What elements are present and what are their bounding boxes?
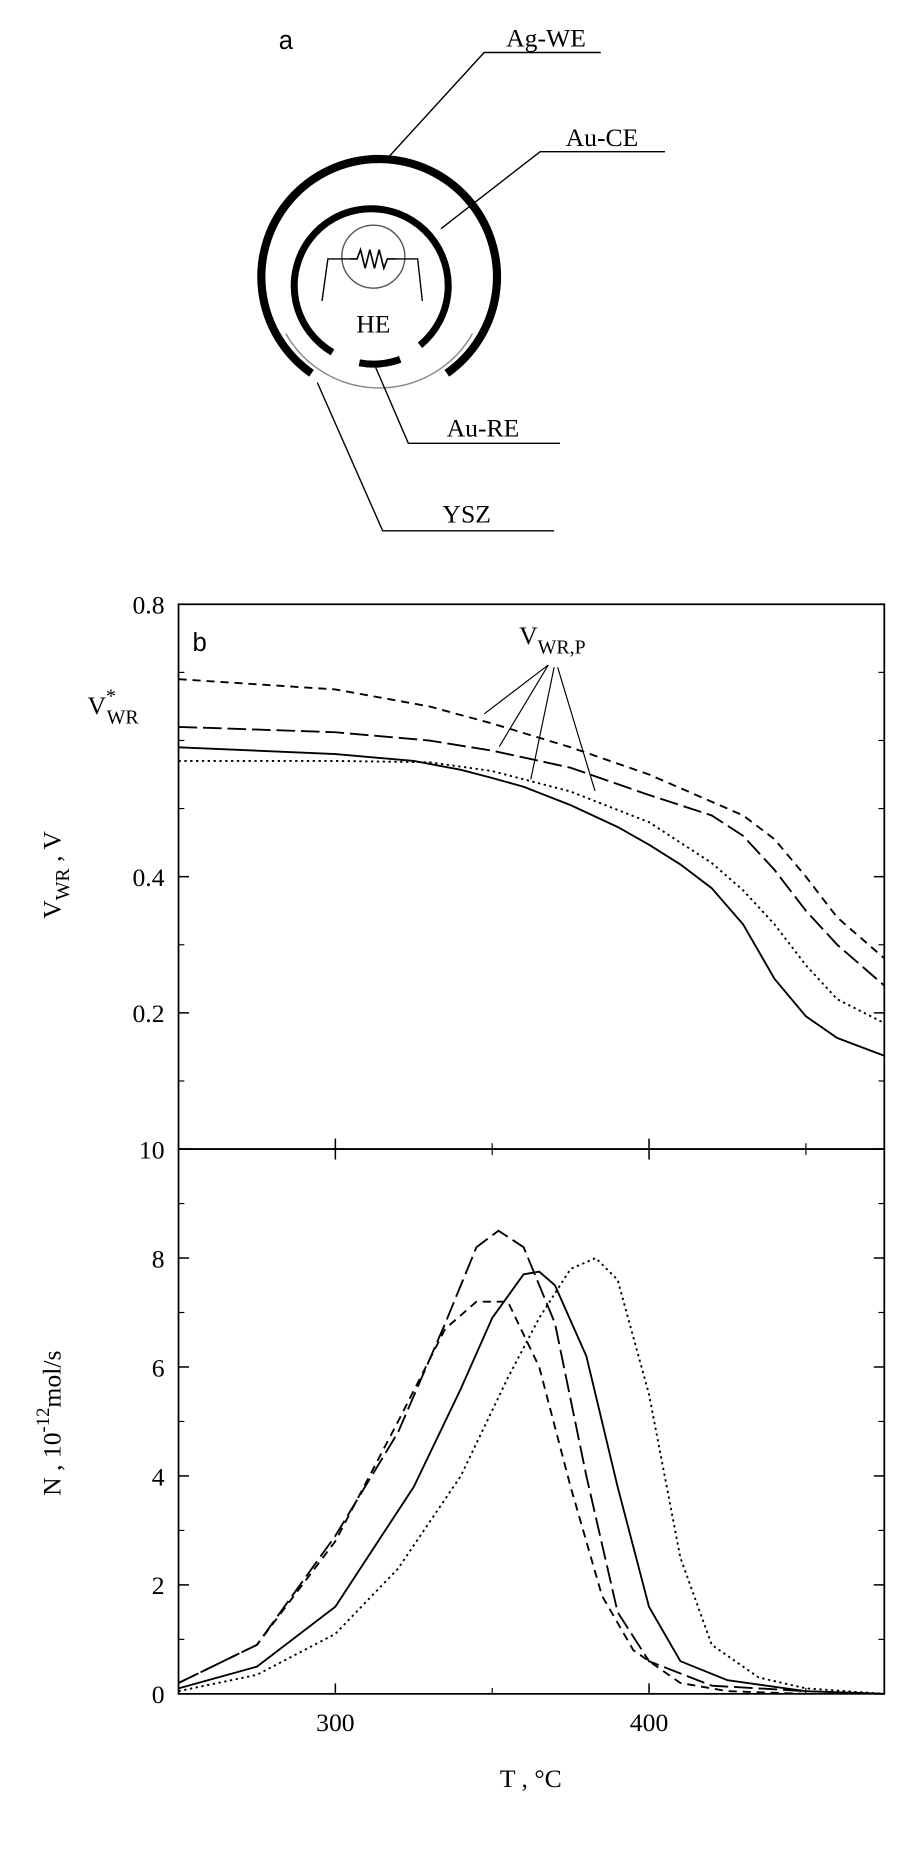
y-label-tail: mol/s <box>38 1351 67 1408</box>
y-label-tail: , V <box>38 831 67 869</box>
au-re-electrode <box>358 355 402 368</box>
heater-resistor <box>350 246 397 272</box>
annotation: V* WR <box>88 685 140 728</box>
ysz-electrolyte <box>285 333 474 389</box>
diagram-label: HE <box>356 309 390 338</box>
data-line <box>178 678 885 960</box>
panel-label: a <box>279 27 294 55</box>
y-tick-label: 0.2 <box>132 999 164 1028</box>
annotation-sub: WR,P <box>538 636 586 658</box>
leader-line <box>375 367 560 444</box>
y-axis-label: VWR , V <box>38 831 74 919</box>
data-line <box>178 1300 806 1695</box>
plot-frame <box>177 1148 886 1695</box>
y-label-main: N , 10 <box>38 1432 67 1495</box>
diagram-label: YSZ <box>442 500 490 529</box>
ag-we-electrode <box>257 154 501 377</box>
annotation-sup: * <box>106 685 116 707</box>
leader-line <box>316 382 555 532</box>
x-axis-label: T , °C <box>500 1764 562 1793</box>
data-line <box>178 760 885 1024</box>
annotation: VWR,P <box>519 621 585 658</box>
leader-line <box>384 51 601 162</box>
annotation-leader <box>483 664 596 792</box>
data-line <box>178 746 885 1057</box>
data-line <box>178 1270 885 1695</box>
data-line <box>178 1256 885 1695</box>
data-line <box>178 725 885 987</box>
y-axis-label: N , 10-12mol/s <box>33 1351 67 1496</box>
annotation-main: V <box>88 691 107 720</box>
y-label-sub: WR <box>52 868 74 901</box>
y-label-main: V <box>38 900 67 919</box>
x-tick-label: 300 <box>316 1708 354 1737</box>
y-tick-label: 0.4 <box>132 863 164 892</box>
annotation-sub: WR <box>107 706 140 728</box>
y-tick-label: 8 <box>152 1244 165 1273</box>
diagram: a HE Ag-WE Au-CE Au-RE YSZ <box>257 24 665 532</box>
y-label-sup: -12 <box>33 1408 54 1433</box>
y-tick-label: 6 <box>152 1353 165 1382</box>
leader-line <box>440 150 665 230</box>
heater-circle <box>341 224 406 289</box>
y-tick-label: 10 <box>139 1135 165 1164</box>
y-tick-label: 0.8 <box>132 591 164 620</box>
x-tick-label: 400 <box>630 1708 668 1737</box>
annotation-main: V <box>519 621 538 650</box>
y-tick-label: 0 <box>152 1680 165 1709</box>
diagram-label: Au-RE <box>447 413 520 442</box>
diagram-label: Au-CE <box>566 123 639 152</box>
panel-label: b <box>193 629 207 657</box>
heater-leads <box>321 258 424 302</box>
data-line <box>178 1229 806 1693</box>
diagram-label: Ag-WE <box>506 24 586 53</box>
au-ce-electrode <box>290 205 452 356</box>
y-tick-label: 2 <box>152 1571 165 1600</box>
y-tick-label: 4 <box>152 1462 165 1491</box>
